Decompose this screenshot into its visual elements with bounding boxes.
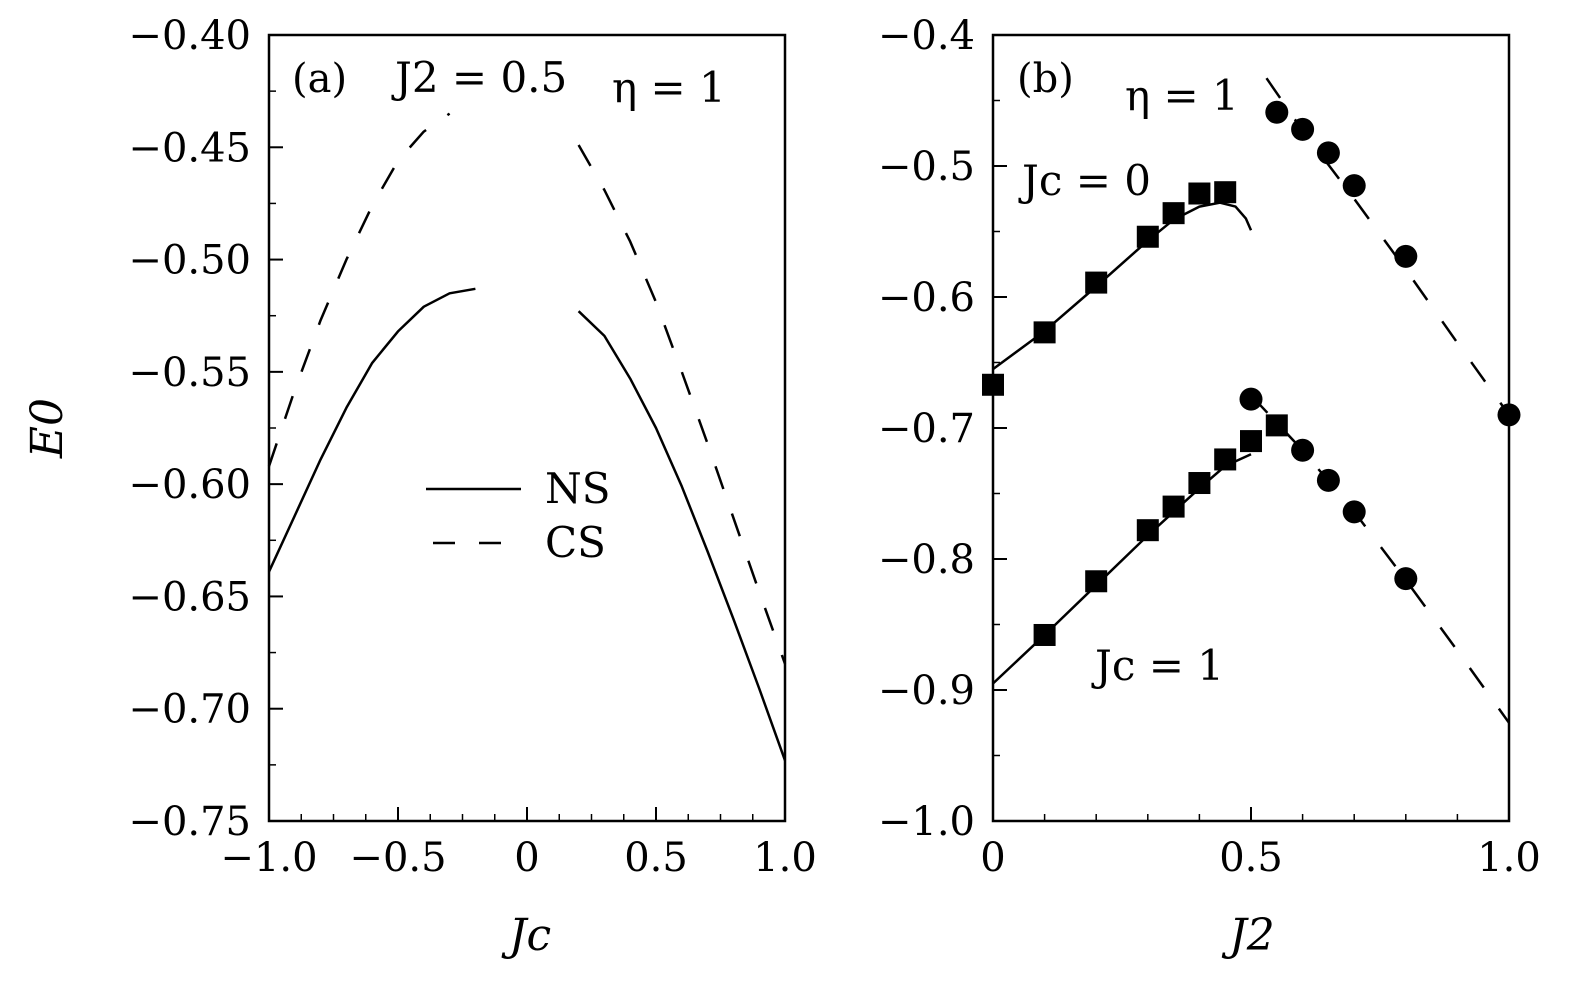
circle-marker xyxy=(1394,244,1418,268)
x-tick-label: −0.5 xyxy=(349,835,446,881)
panel-b-annotation-jc1: Jc = 1 xyxy=(1091,641,1224,690)
panel-a: −1.0 −0.5 0 0.5 1.0−0.40−0.45−0.50−0.55−0.60… xyxy=(22,13,817,961)
square-marker xyxy=(1265,414,1288,437)
circle-marker xyxy=(1316,141,1340,165)
solid-curve xyxy=(577,310,787,761)
square-marker xyxy=(1033,623,1056,646)
y-tick-label: −0.9 xyxy=(878,668,975,714)
panel-a-annotation-eta: η = 1 xyxy=(612,63,726,112)
x-tick-label: 0.5 xyxy=(624,835,688,881)
circle-marker xyxy=(1316,468,1340,492)
panel-b-x-axis-title: J2 xyxy=(1221,910,1275,961)
panel-b-label: (b) xyxy=(1017,56,1074,102)
y-tick-label: −0.50 xyxy=(128,238,251,284)
panel-b-annotation-jc0: Jc = 0 xyxy=(1018,156,1151,205)
circle-marker xyxy=(1342,174,1366,198)
circle-marker xyxy=(1239,387,1263,411)
y-tick-label: −0.60 xyxy=(128,462,251,508)
y-tick-label: −0.55 xyxy=(128,350,251,396)
square-marker xyxy=(1214,448,1237,471)
x-tick-label: 1.0 xyxy=(1477,835,1541,881)
y-tick-label: −0.4 xyxy=(878,13,975,59)
panel-a-label: (a) xyxy=(292,56,347,102)
x-tick-label: 0 xyxy=(514,835,539,881)
y-tick-label: −0.5 xyxy=(878,144,975,190)
dashed-curve xyxy=(1250,394,1511,724)
square-marker xyxy=(1188,472,1211,495)
y-tick-label: −0.65 xyxy=(128,574,251,620)
y-tick-label: −0.8 xyxy=(878,537,975,583)
circle-marker xyxy=(1497,403,1521,427)
circle-marker xyxy=(1265,100,1289,124)
solid-curve xyxy=(267,287,476,573)
square-marker xyxy=(1085,271,1108,294)
y-tick-label: −0.75 xyxy=(128,799,251,845)
legend: NS CS xyxy=(426,464,611,567)
y-axis-title: E0 xyxy=(22,398,73,459)
x-tick-label: 0 xyxy=(980,835,1005,881)
y-tick-label: −0.70 xyxy=(128,687,251,733)
dashed-curve xyxy=(267,112,451,467)
square-marker xyxy=(1033,321,1056,344)
square-marker xyxy=(1162,202,1185,225)
panel-b-annotation-eta: η = 1 xyxy=(1125,71,1239,120)
panel-a-frame xyxy=(267,33,787,823)
square-marker xyxy=(1214,181,1237,204)
y-tick-label: −0.7 xyxy=(878,406,975,452)
square-marker xyxy=(1136,225,1159,248)
panel-a-x-axis-title: Jc xyxy=(501,910,551,961)
square-marker xyxy=(982,373,1004,396)
y-tick-label: −0.45 xyxy=(128,125,251,171)
circle-marker xyxy=(1291,438,1315,462)
square-marker xyxy=(1085,570,1108,593)
legend-cs-label: CS xyxy=(545,518,606,567)
circle-marker xyxy=(1291,117,1315,141)
x-tick-label: −1.0 xyxy=(220,835,317,881)
legend-ns-label: NS xyxy=(545,464,611,513)
panel-b: 0 0.5 1.0−0.4−0.5−0.6−0.7−0.8−0.9−1.0 (b) … xyxy=(878,13,1541,961)
square-marker xyxy=(1240,430,1262,453)
square-marker xyxy=(1162,495,1185,518)
x-tick-label: 0.5 xyxy=(1219,835,1283,881)
y-tick-label: −0.40 xyxy=(128,13,251,59)
y-tick-label: −0.6 xyxy=(878,275,975,321)
y-tick-label: −1.0 xyxy=(878,799,975,845)
solid-curve xyxy=(992,201,1253,371)
dashed-curve xyxy=(577,144,787,665)
x-tick-label: 1.0 xyxy=(753,835,817,881)
circle-marker xyxy=(1394,567,1418,591)
square-marker xyxy=(1188,182,1211,205)
panel-a-annotation-j2: J2 = 0.5 xyxy=(391,53,567,102)
circle-marker xyxy=(1342,500,1366,524)
square-marker xyxy=(1136,519,1159,542)
panel-b-frame xyxy=(991,33,1511,823)
